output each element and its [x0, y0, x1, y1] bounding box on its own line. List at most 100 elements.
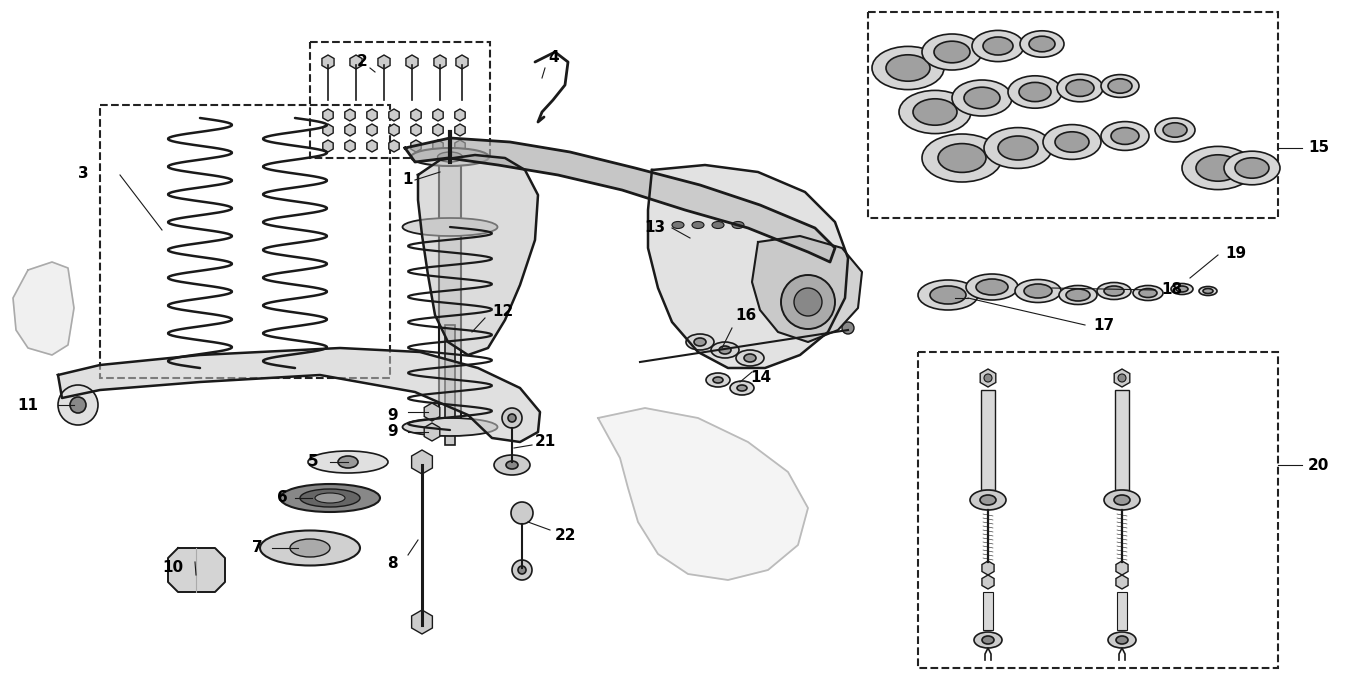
- Polygon shape: [411, 109, 421, 121]
- Polygon shape: [344, 109, 355, 121]
- Circle shape: [984, 374, 992, 382]
- Polygon shape: [57, 348, 540, 442]
- Polygon shape: [366, 140, 377, 152]
- Polygon shape: [597, 408, 808, 580]
- Text: 21: 21: [534, 435, 556, 450]
- Ellipse shape: [1007, 76, 1062, 108]
- Ellipse shape: [1105, 286, 1124, 296]
- Ellipse shape: [1105, 490, 1140, 510]
- Ellipse shape: [1100, 121, 1150, 150]
- Text: 9: 9: [387, 425, 398, 439]
- Ellipse shape: [719, 346, 731, 354]
- Ellipse shape: [1018, 82, 1051, 102]
- Text: 16: 16: [735, 308, 756, 322]
- Ellipse shape: [712, 222, 725, 229]
- Ellipse shape: [299, 489, 360, 507]
- Ellipse shape: [1055, 132, 1089, 152]
- Ellipse shape: [1234, 158, 1269, 178]
- Ellipse shape: [913, 99, 957, 125]
- Ellipse shape: [1155, 118, 1195, 142]
- Ellipse shape: [1059, 286, 1096, 304]
- Text: 12: 12: [492, 304, 513, 319]
- Polygon shape: [323, 140, 334, 152]
- Ellipse shape: [982, 636, 994, 644]
- Ellipse shape: [1066, 289, 1089, 301]
- Ellipse shape: [737, 385, 746, 391]
- Polygon shape: [433, 55, 446, 69]
- Ellipse shape: [1100, 75, 1139, 98]
- Ellipse shape: [1111, 128, 1139, 144]
- Ellipse shape: [1223, 151, 1280, 185]
- Ellipse shape: [1139, 288, 1156, 297]
- Ellipse shape: [735, 350, 764, 366]
- Ellipse shape: [705, 373, 730, 387]
- Bar: [983, 592, 992, 630]
- Polygon shape: [433, 140, 443, 152]
- Ellipse shape: [921, 34, 982, 70]
- Text: 14: 14: [750, 371, 771, 385]
- Polygon shape: [405, 138, 835, 262]
- Ellipse shape: [1115, 636, 1128, 644]
- Polygon shape: [1114, 369, 1129, 387]
- Polygon shape: [323, 109, 334, 121]
- Ellipse shape: [493, 455, 530, 475]
- Text: 18: 18: [1161, 283, 1182, 297]
- Ellipse shape: [921, 134, 1002, 182]
- Polygon shape: [424, 423, 440, 441]
- Ellipse shape: [402, 418, 498, 436]
- Polygon shape: [388, 140, 399, 152]
- Polygon shape: [455, 140, 465, 152]
- Circle shape: [1118, 374, 1126, 382]
- Text: 5: 5: [308, 455, 319, 469]
- Text: 2: 2: [357, 55, 368, 69]
- Polygon shape: [406, 55, 418, 69]
- Polygon shape: [14, 262, 74, 355]
- Bar: [100, 105, 390, 378]
- Ellipse shape: [518, 566, 526, 574]
- Ellipse shape: [1133, 286, 1163, 301]
- Ellipse shape: [513, 560, 532, 580]
- Polygon shape: [350, 55, 362, 69]
- Polygon shape: [377, 55, 390, 69]
- Polygon shape: [433, 124, 443, 136]
- Polygon shape: [1115, 575, 1128, 589]
- Ellipse shape: [308, 451, 388, 473]
- Ellipse shape: [411, 148, 489, 166]
- Circle shape: [781, 275, 835, 329]
- Ellipse shape: [714, 377, 723, 383]
- Polygon shape: [411, 610, 432, 634]
- Polygon shape: [411, 140, 421, 152]
- Polygon shape: [455, 109, 465, 121]
- Ellipse shape: [1024, 284, 1053, 298]
- Ellipse shape: [1114, 495, 1131, 505]
- Ellipse shape: [1172, 283, 1193, 295]
- Polygon shape: [168, 548, 226, 592]
- Ellipse shape: [744, 354, 756, 362]
- Text: 17: 17: [1094, 317, 1114, 333]
- Ellipse shape: [1016, 279, 1061, 303]
- Bar: [310, 42, 489, 158]
- Bar: [439, 162, 461, 435]
- Text: 22: 22: [555, 527, 577, 543]
- Polygon shape: [752, 236, 863, 342]
- Polygon shape: [648, 165, 848, 368]
- Polygon shape: [323, 55, 334, 69]
- Ellipse shape: [966, 274, 1018, 300]
- Ellipse shape: [70, 397, 86, 413]
- Ellipse shape: [502, 408, 522, 428]
- Ellipse shape: [57, 385, 98, 425]
- Ellipse shape: [290, 539, 329, 557]
- Ellipse shape: [506, 461, 518, 469]
- Ellipse shape: [1163, 123, 1187, 137]
- Polygon shape: [418, 155, 539, 355]
- Ellipse shape: [872, 46, 945, 89]
- Polygon shape: [982, 575, 994, 589]
- Ellipse shape: [984, 128, 1053, 168]
- Bar: [868, 12, 1278, 218]
- Polygon shape: [982, 561, 994, 575]
- Circle shape: [794, 288, 822, 316]
- Ellipse shape: [1096, 283, 1131, 299]
- Ellipse shape: [964, 87, 1001, 109]
- Bar: [982, 390, 995, 490]
- Ellipse shape: [951, 80, 1012, 116]
